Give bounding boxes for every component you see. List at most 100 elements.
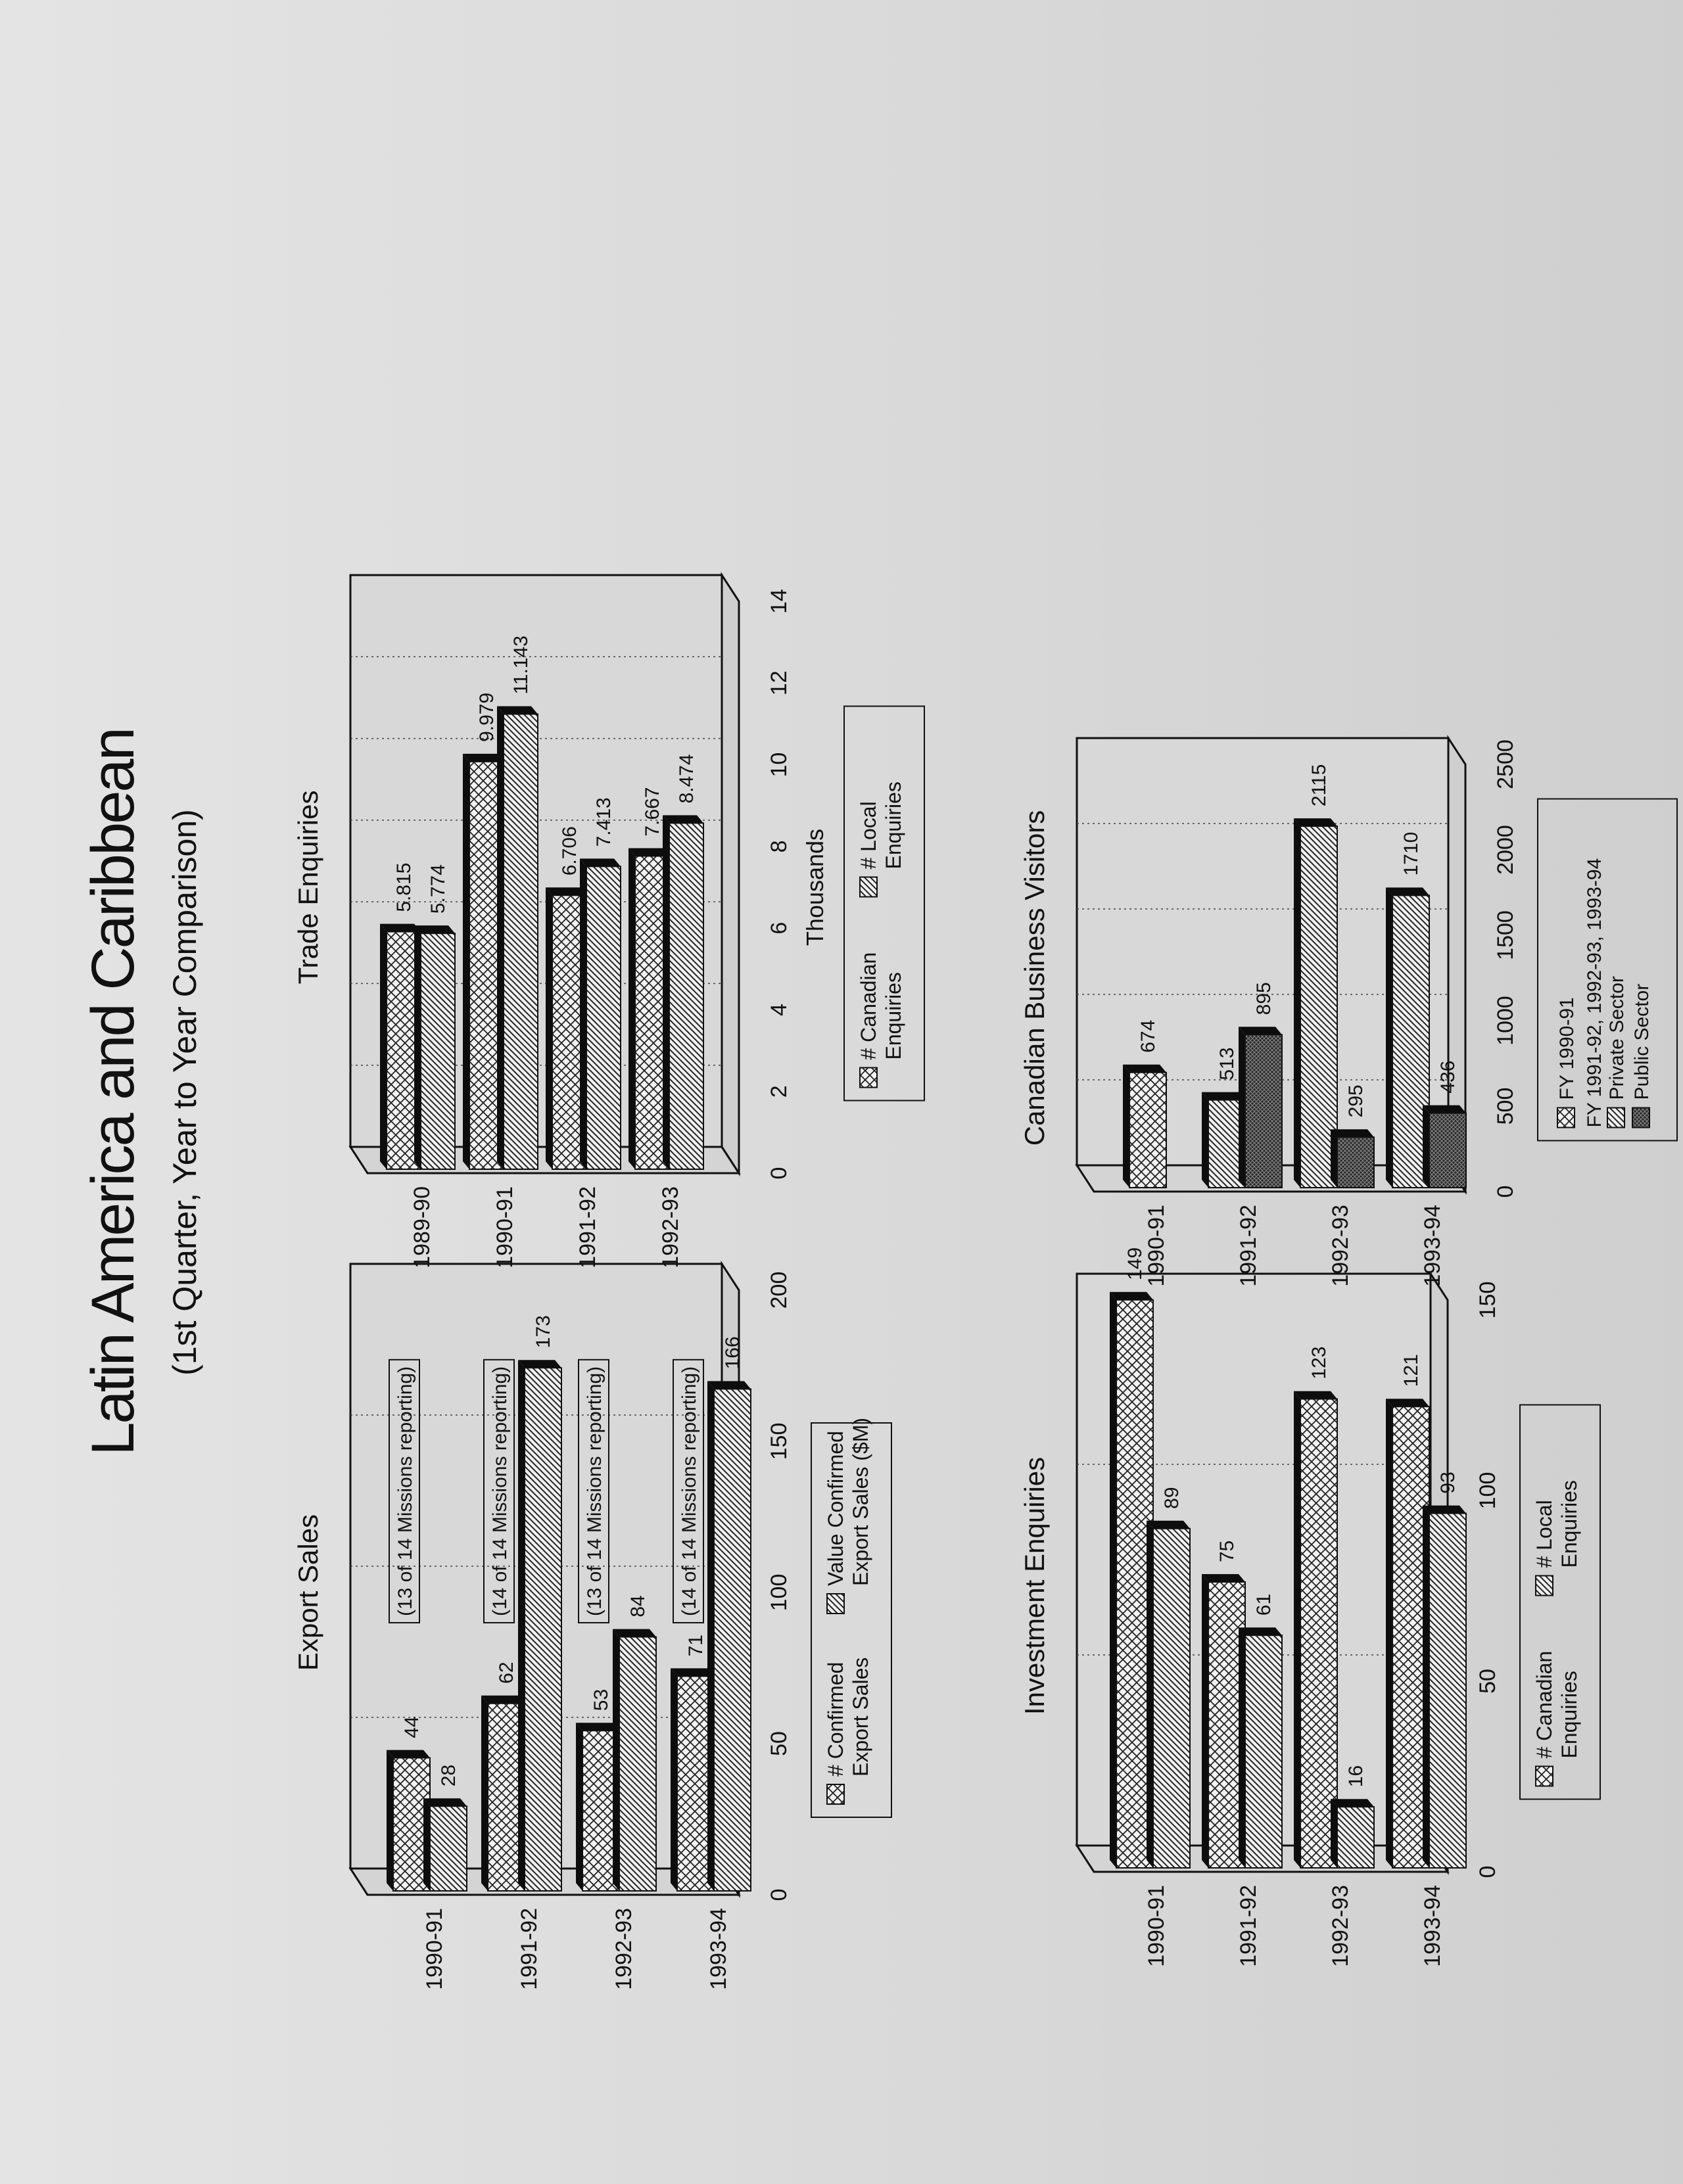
- bar-end: [580, 858, 621, 867]
- bar-top: [481, 1695, 488, 1891]
- value-label: 44: [401, 1716, 423, 1738]
- legend-label: Enquiries: [1557, 1480, 1581, 1568]
- tick-label: 10: [767, 753, 792, 778]
- legend-label: Enquiries: [882, 972, 905, 1059]
- bar-top: [671, 1668, 677, 1891]
- legend-box: [1519, 1404, 1601, 1800]
- category-label: 1993-94: [1420, 1885, 1445, 1967]
- bar-top: [1386, 1399, 1392, 1868]
- bar-end: [414, 925, 455, 934]
- category-label: 1991-92: [1236, 1885, 1261, 1967]
- value-label: 61: [1253, 1594, 1275, 1615]
- bar-top: [1386, 887, 1392, 1188]
- tick-label: 4: [767, 1004, 792, 1016]
- bar-end: [1423, 1505, 1466, 1514]
- bar: [524, 1367, 562, 1892]
- value-label: 28: [438, 1765, 460, 1786]
- tick-label: 0: [1475, 1866, 1500, 1878]
- chart-title: Export Sales: [293, 1514, 323, 1671]
- annotation-box: [673, 1359, 704, 1623]
- mission-annotation: (13 of 14 Missions reporting): [584, 1366, 605, 1616]
- chart-business-visitors: Canadian Business Visitors 0 500 1000 1500 20…: [1019, 734, 1678, 1287]
- bar: [420, 933, 456, 1170]
- legend-label: # Local: [857, 801, 880, 869]
- category-label: 1991-92: [1236, 1205, 1261, 1287]
- bar-end: [1294, 1391, 1337, 1399]
- value-label: 166: [722, 1336, 744, 1369]
- bar-end: [380, 923, 421, 932]
- category-label: 1990-91: [1144, 1205, 1169, 1287]
- value-label: 5.815: [393, 863, 415, 912]
- bar-top: [1294, 1391, 1300, 1868]
- legend-box: [843, 705, 925, 1102]
- tick-label: 6: [767, 922, 792, 935]
- legend-swatch: [1535, 1575, 1553, 1596]
- legend-swatch: [826, 1784, 845, 1805]
- value-label: 9.979: [476, 693, 498, 742]
- category-label: 1993-94: [1420, 1205, 1445, 1287]
- legend-label: # Canadian: [1532, 1651, 1556, 1759]
- chart-investment-enquiries: Investment Enquiries 0 50 100 150 1990-91 149 8…: [1019, 1247, 1601, 1967]
- legend-label: Enquiries: [1557, 1671, 1581, 1758]
- bar-top: [613, 1629, 619, 1891]
- value-label: 53: [590, 1689, 612, 1711]
- value-label: 5.774: [427, 864, 449, 914]
- value-label: 93: [1437, 1472, 1459, 1493]
- bar-end: [1202, 1092, 1245, 1100]
- value-label: 436: [1437, 1061, 1459, 1094]
- bar-top: [1331, 1799, 1337, 1868]
- bar-end: [497, 706, 538, 714]
- bar-top: [518, 1360, 525, 1891]
- annotation-box: [578, 1359, 609, 1623]
- value-label: 7.413: [593, 797, 615, 847]
- plot-floor: [721, 571, 740, 1177]
- bar-top: [1202, 1092, 1208, 1188]
- page-title: Latin America and Caribbean: [80, 729, 147, 1456]
- bar-top: [1331, 1129, 1337, 1188]
- chart-title: Investment Enquiries: [1019, 1457, 1050, 1715]
- tick-label: 1000: [1493, 996, 1518, 1046]
- legend-swatch: [1535, 1765, 1553, 1787]
- tick-label: 100: [1475, 1472, 1500, 1510]
- category-label: 1992-93: [658, 1186, 683, 1268]
- legend-label: Private Sector: [1606, 976, 1628, 1100]
- category-label: 1993-94: [706, 1908, 731, 1990]
- chart-title: Trade Enquiries: [293, 791, 323, 985]
- bar-end: [671, 1668, 714, 1677]
- value-label: 7.667: [642, 787, 663, 836]
- bar-end: [628, 848, 669, 856]
- bar: [1300, 825, 1338, 1188]
- x-axis-label: Thousands: [801, 829, 828, 946]
- bar-top: [380, 923, 387, 1169]
- legend-swatch: [826, 1593, 845, 1614]
- bar-end: [576, 1723, 619, 1731]
- bar-top: [663, 815, 669, 1169]
- category-label: 1992-93: [611, 1908, 636, 1990]
- bar-top: [1147, 1520, 1153, 1868]
- value-label: 895: [1253, 982, 1275, 1015]
- bar-top: [463, 753, 469, 1169]
- tick-label: 100: [767, 1574, 792, 1612]
- bar: [1392, 895, 1430, 1188]
- tick-label: 500: [1493, 1088, 1518, 1125]
- page-subtitle: (1st Quarter, Year to Year Comparison): [166, 809, 203, 1376]
- legend-label: # Canadian: [857, 952, 880, 1060]
- legend-label: Value Confirmed: [824, 1431, 847, 1586]
- value-label: 1710: [1400, 832, 1422, 876]
- chart-export-sales: Export Sales 0 50 100 150 200 1990-91 44 28 (13 o…: [293, 1260, 892, 1990]
- value-label: 123: [1308, 1347, 1330, 1380]
- category-label: 1990-91: [492, 1186, 517, 1268]
- bar-top: [1423, 1105, 1429, 1188]
- legend-swatch: [1607, 1107, 1625, 1128]
- bar: [1337, 1806, 1375, 1869]
- value-label: 62: [496, 1661, 517, 1683]
- tick-label: 0: [767, 1167, 792, 1180]
- bar-top: [707, 1381, 714, 1891]
- value-label: 149: [1124, 1247, 1146, 1280]
- tick-label: 150: [1475, 1282, 1500, 1319]
- chart-title: Canadian Business Visitors: [1019, 810, 1050, 1146]
- bar-end: [481, 1695, 525, 1704]
- bar: [1429, 1112, 1467, 1188]
- bar-end: [1239, 1027, 1282, 1035]
